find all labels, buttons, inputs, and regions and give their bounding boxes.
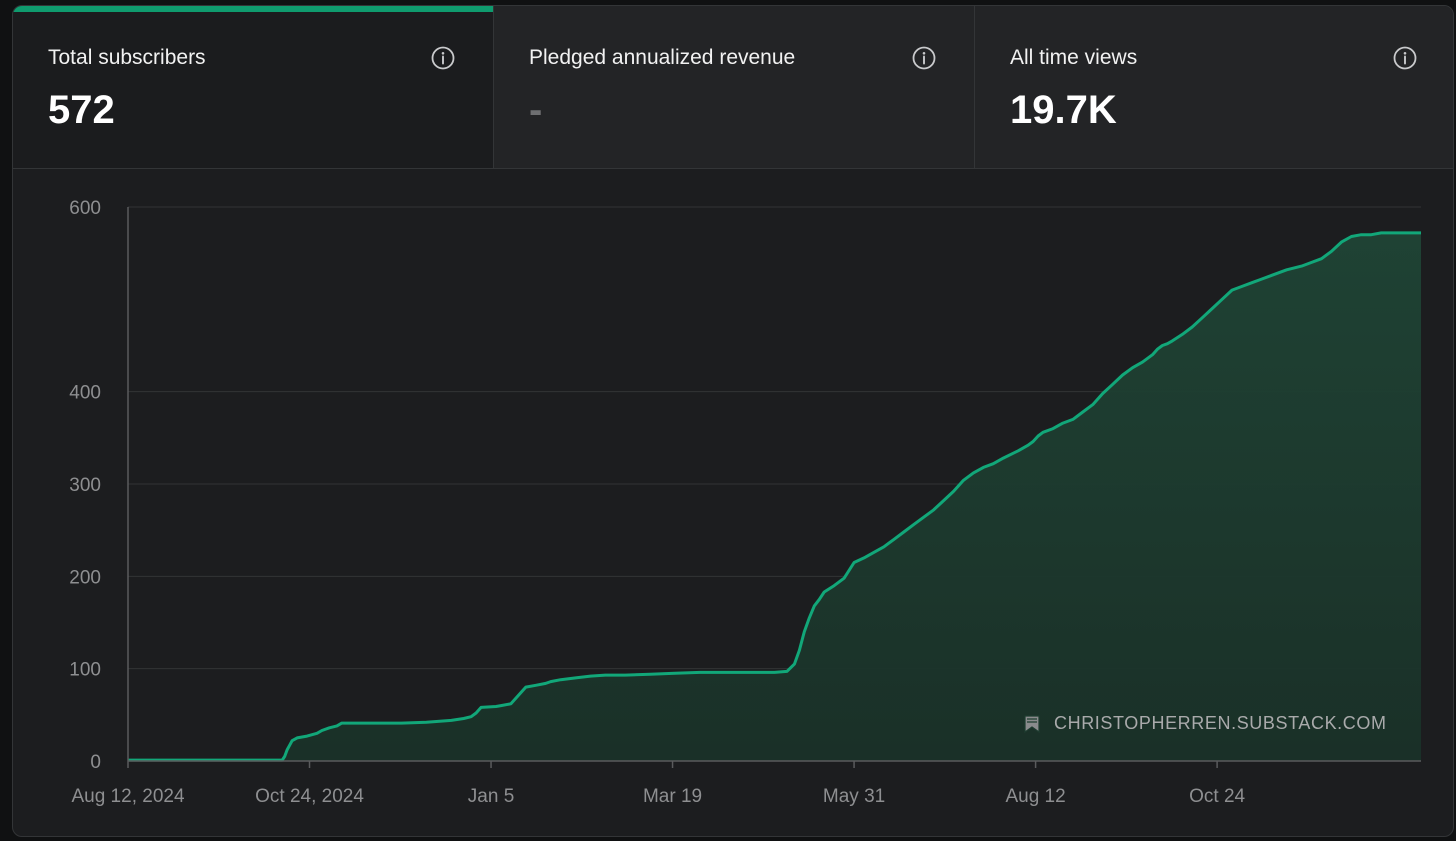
stat-label: All time views xyxy=(1010,46,1138,69)
y-tick-label: 0 xyxy=(90,752,101,773)
x-tick-label: Oct 24, 2024 xyxy=(255,786,364,807)
stat-card-total-subscribers[interactable]: Total subscribers 572 xyxy=(13,6,493,168)
x-tick-label: Jan 5 xyxy=(468,786,514,807)
x-tick-label: Oct 24 xyxy=(1189,786,1245,807)
stat-value: 19.7K xyxy=(1010,88,1117,132)
y-tick-label: 200 xyxy=(69,567,101,588)
subscriber-chart[interactable]: 0 100 200 300 400 600 Aug 12, 2024 Oct 24, 2024… xyxy=(13,169,1454,837)
chart-area: 0 100 200 300 400 600 Aug 12, 2024 Oct 24, 2024… xyxy=(13,169,1454,837)
series-area-fill xyxy=(128,232,1421,761)
y-tick-label: 100 xyxy=(69,660,101,681)
stat-card-all-time-views[interactable]: All time views 19.7K xyxy=(974,6,1453,168)
info-icon[interactable] xyxy=(1393,46,1417,70)
x-tick-label: Aug 12, 2024 xyxy=(71,786,184,807)
stat-value: 572 xyxy=(48,88,115,132)
stat-label: Total subscribers xyxy=(48,46,206,69)
y-tick-label: 300 xyxy=(69,475,101,496)
stat-label: Pledged annualized revenue xyxy=(529,46,796,69)
x-tick-label: Aug 12 xyxy=(1005,786,1065,807)
x-tick-label: Mar 19 xyxy=(643,786,702,807)
subscriber-dashboard-panel: Total subscribers 572 Pledged annualized… xyxy=(12,5,1454,837)
watermark-text: CHRISTOPHERREN.SUBSTACK.COM xyxy=(1054,713,1387,733)
y-tick-label: 600 xyxy=(69,198,101,219)
y-tick-label: 400 xyxy=(69,383,101,404)
bookmark-icon xyxy=(1024,715,1040,734)
stats-row: Total subscribers 572 Pledged annualized… xyxy=(13,6,1453,169)
series-line-subscribers xyxy=(128,231,1421,762)
info-icon[interactable] xyxy=(431,46,455,70)
info-icon[interactable] xyxy=(912,46,936,70)
stat-value: - xyxy=(529,88,543,132)
watermark: CHRISTOPHERREN.SUBSTACK.COM xyxy=(1024,713,1387,734)
x-tick-label: May 31 xyxy=(823,786,885,807)
stat-card-pledged-revenue[interactable]: Pledged annualized revenue - xyxy=(493,6,974,168)
